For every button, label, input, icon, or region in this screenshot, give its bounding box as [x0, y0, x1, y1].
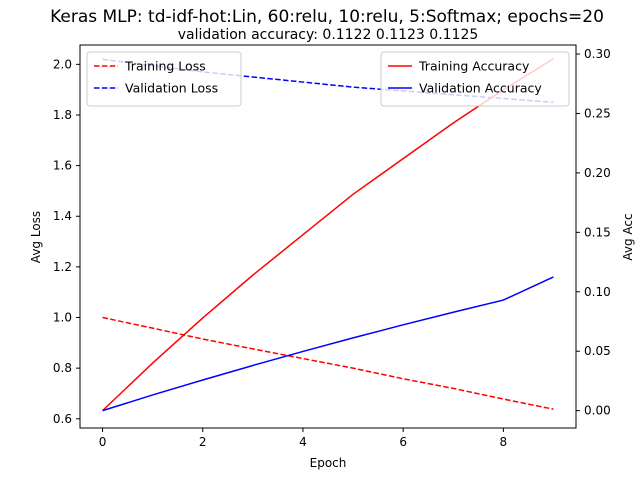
right-tick-label: 0.15: [584, 225, 611, 239]
left-tick-label: 2.0: [53, 57, 72, 71]
x-tick-label: 6: [399, 435, 407, 449]
right-tick-label: 0.10: [584, 285, 611, 299]
legend-label-validation-loss: Validation Loss: [125, 81, 218, 96]
left-tick-label: 1.4: [53, 209, 72, 223]
right-tick-label: 0.30: [584, 47, 611, 61]
right-tick-label: 0.00: [584, 404, 611, 418]
legend-label-training-accuracy: Training Accuracy: [418, 59, 530, 74]
x-tick-label: 0: [99, 435, 107, 449]
plot-frame: [79, 44, 577, 429]
x-tick-label: 2: [199, 435, 207, 449]
left-tick-label: 1.0: [53, 311, 72, 325]
left-tick-label: 1.8: [53, 108, 72, 122]
right-tick-label: 0.05: [584, 344, 611, 358]
right-tick-label: 0.25: [584, 106, 611, 120]
series-line-validation-accuracy: [102, 276, 554, 412]
x-tick-label: 8: [500, 435, 508, 449]
series-line-training-loss: [102, 316, 554, 410]
right-axis-ticks: 0.00 0.05 0.10 0.15 0.20 0.25 0.30: [576, 47, 611, 418]
x-axis-label: Epoch: [310, 456, 347, 470]
legend-frame: [86, 51, 242, 107]
x-axis-ticks: 0 2 4 6 8: [99, 428, 507, 449]
right-tick-label: 0.20: [584, 166, 611, 180]
right-axis-label: Avg Acc: [621, 213, 635, 260]
left-axis-label: Avg Loss: [29, 211, 43, 263]
left-axis-ticks: 0.6 0.8 1.0 1.2 1.4 1.6 1.8 2.0: [53, 57, 80, 426]
legend-frame: [380, 51, 570, 107]
legend-label-training-loss: Training Loss: [124, 59, 206, 74]
left-tick-label: 0.6: [53, 412, 72, 426]
legend-label-validation-accuracy: Validation Accuracy: [419, 81, 542, 96]
x-tick-label: 4: [299, 435, 307, 449]
left-tick-label: 1.6: [53, 159, 72, 173]
left-tick-label: 0.8: [53, 361, 72, 375]
legend-loss: Training Loss Validation Loss: [86, 51, 242, 107]
left-tick-label: 1.2: [53, 260, 72, 274]
legend-accuracy: Training Accuracy Validation Accuracy: [380, 51, 570, 107]
chart-title: Keras MLP: td-idf-hot:Lin, 60:relu, 10:r…: [50, 7, 604, 27]
chart-subtitle: validation accuracy: 0.1122 0.1123 0.112…: [178, 27, 479, 43]
